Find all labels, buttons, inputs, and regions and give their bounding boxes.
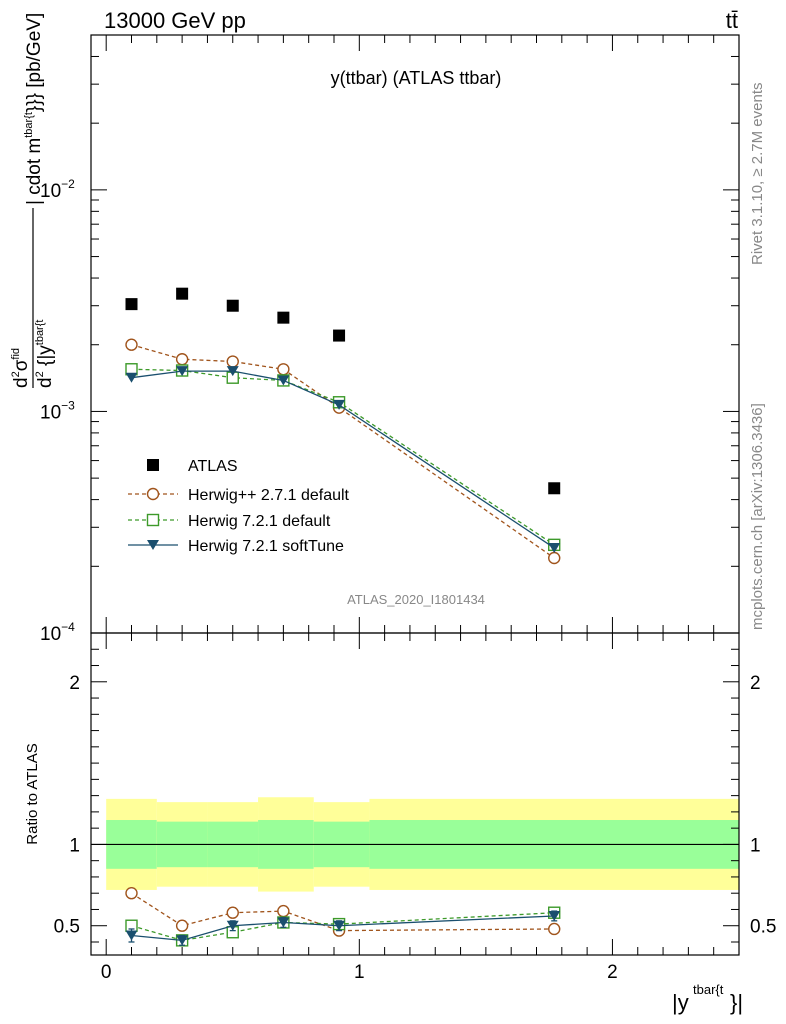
main-plot-content: [125, 287, 561, 565]
main-y-tick-label: 10−4: [40, 620, 75, 645]
main-series-line-1: [131, 344, 555, 559]
tick-exponent: −2: [61, 177, 75, 191]
legend-marker-herwig721-default: [146, 513, 160, 527]
tick-base: 10: [40, 402, 61, 423]
y-label-bot-sup: tbar{t: [34, 320, 46, 346]
ratio-marker-herwig721-softtune: [176, 935, 189, 946]
tick-exponent: −3: [61, 398, 75, 412]
main-series-line-2: [131, 368, 555, 546]
ratio-marker-herwigpp: [125, 887, 138, 900]
tick-base: 10: [40, 624, 61, 645]
chart-title: y(ttbar) (ATLAS ttbar): [331, 68, 502, 88]
main-marker-herwigpp: [125, 338, 138, 351]
ratio-x-tick-label: 0: [101, 962, 112, 983]
main-marker-atlas: [333, 329, 346, 342]
watermark: ATLAS_2020_I1801434: [347, 592, 485, 607]
y-label-d-exp: 2: [10, 371, 22, 377]
y-label-sigma: σ: [11, 359, 32, 371]
y-label-d: d: [11, 377, 32, 388]
main-marker-herwig721-softtune: [226, 366, 239, 377]
x-label-close: }|: [730, 990, 743, 1015]
ratio-series-line-2: [131, 915, 555, 942]
main-y-axis-label: d2σfid d2 {|ytbar{t | cdot mtbar{t}}} [p…: [10, 13, 56, 388]
legend-marker-herwigpp: [146, 487, 160, 501]
ratio-y-tick-label: 2: [69, 673, 80, 694]
main-marker-atlas: [176, 287, 189, 300]
rivet-label: Rivet 3.1.10, ≥ 2.7M events: [749, 83, 766, 266]
main-marker-herwig721-softtune: [277, 375, 290, 386]
ratio-series-line-0: [131, 892, 555, 932]
y-label-rest-a: | cdot m: [24, 138, 45, 205]
main-marker-atlas: [226, 299, 239, 312]
ratio-marker-herwigpp: [175, 919, 189, 932]
ratio-marker-herwigpp: [548, 922, 561, 936]
x-label-main: |y: [672, 990, 689, 1015]
y-label-d2: d: [35, 377, 56, 388]
ratio-ticks: [91, 633, 740, 955]
ratio-series-line-1: [131, 912, 555, 942]
y-label-denominator: d2 {|ytbar{t: [34, 320, 56, 388]
legend-label-herwig721-softtune: Herwig 7.2.1 softTune: [188, 538, 344, 555]
ratio-frame: [90, 632, 740, 956]
ratio-marker-herwig721-softtune: [548, 910, 561, 921]
y-label-d2-exp: 2: [34, 371, 46, 377]
energy-label: 13000 GeV pp: [104, 8, 246, 33]
legend: ATLAS Herwig++ 2.7.1 default Herwig 7.2.…: [128, 458, 350, 555]
ratio-y-tick-label-right: 2: [750, 673, 761, 694]
ratio-x-tick-label: 2: [607, 962, 618, 983]
y-label-rest-sup: tbar{t: [23, 112, 35, 138]
ratio-panel: 0.5 0.5 1 1 2 2 0 1 2 Ratio to ATLAS |y tbar{t }…: [24, 632, 777, 1015]
main-marker-herwigpp: [226, 355, 239, 368]
ratio-marker-herwig721-softtune: [277, 917, 290, 928]
ratio-marker-herwig721-softtune: [226, 920, 239, 931]
y-label-bot: {|y: [35, 345, 56, 372]
tick-base: 10: [40, 181, 61, 202]
legend-label-herwig721-default: Herwig 7.2.1 default: [188, 513, 331, 530]
y-label-rest: | cdot mtbar{t}}} [pb/GeV]: [23, 13, 45, 205]
legend-label-atlas: ATLAS: [188, 458, 238, 475]
main-ticks: [91, 34, 740, 634]
main-marker-atlas: [125, 298, 138, 311]
ratio-y-tick-label-right: 0.5: [750, 917, 776, 938]
main-marker-herwig721-softtune: [548, 542, 561, 553]
y-label-tail: }}} [pb/GeV]: [24, 13, 45, 112]
main-marker-atlas: [548, 482, 561, 495]
x-axis-label: |y tbar{t }|: [672, 982, 743, 1015]
ratio-y-tick-label: 0.5: [54, 917, 80, 938]
ratio-y-axis-label: Ratio to ATLAS: [24, 743, 41, 844]
y-label-numerator: d2σfid: [10, 348, 32, 388]
main-marker-herwig721-softtune: [176, 366, 189, 377]
main-marker-atlas: [277, 311, 290, 324]
main-marker-herwigpp: [175, 353, 189, 366]
main-marker-herwigpp: [277, 363, 290, 376]
legend-marker-atlas: [147, 459, 159, 471]
tick-exponent: −4: [61, 620, 75, 634]
ratio-x-tick-label: 1: [354, 962, 365, 983]
ratio-marker-herwigpp: [277, 904, 290, 918]
process-label: tt̄: [726, 8, 738, 33]
main-marker-herwig721-softtune: [125, 372, 138, 383]
main-marker-herwig721-softtune: [333, 399, 346, 410]
ratio-y-tick-label: 1: [69, 835, 80, 856]
ratio-marker-herwig721-softtune: [125, 930, 138, 941]
legend-marker-herwig721-softtune: [147, 540, 159, 550]
ratio-marker-herwig721-softtune: [333, 920, 346, 931]
x-label-sup: tbar{t: [693, 982, 724, 997]
ratio-y-tick-label-right: 1: [750, 835, 761, 856]
main-marker-herwigpp: [548, 551, 561, 565]
main-panel: 10−210−310−4 y(ttbar) (ATLAS ttbar) ATLA…: [10, 13, 740, 645]
main-y-tick-label: 10−3: [40, 398, 75, 423]
legend-label-herwigpp: Herwig++ 2.7.1 default: [188, 487, 350, 504]
main-series-line-3: [131, 370, 555, 549]
main-y-tick-label: 10−2: [40, 177, 75, 202]
main-y-tick-labels: 10−210−310−4: [40, 177, 75, 645]
mcplots-label: mcplots.cern.ch [arXiv:1306.3436]: [749, 403, 766, 630]
ratio-tick-labels: 0.5 0.5 1 1 2 2 0 1 2: [54, 673, 777, 983]
ratio-plot-content: [91, 797, 739, 947]
ratio-marker-herwigpp: [226, 906, 239, 919]
y-label-fid: fid: [10, 348, 22, 360]
